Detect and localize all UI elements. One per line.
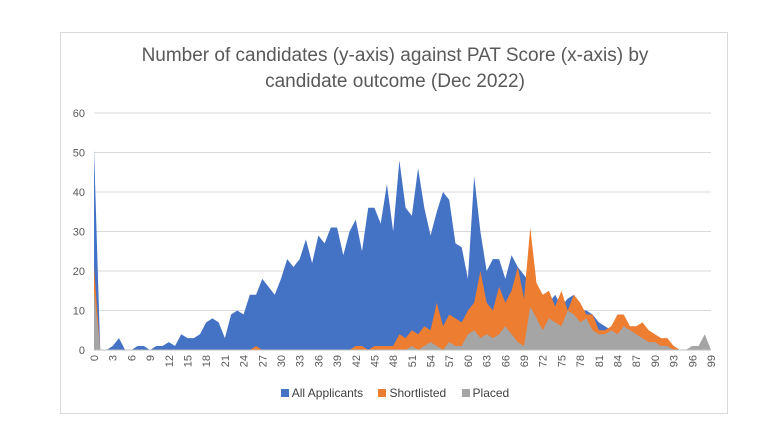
legend-label-shortlisted: Shortlisted [389, 386, 447, 400]
series-area-all-applicants [94, 148, 711, 350]
x-tick-label-69: 69 [519, 355, 531, 367]
x-tick-label-84: 84 [613, 355, 625, 367]
x-tick-label-45: 45 [369, 355, 381, 367]
y-tick-label-20: 20 [73, 266, 85, 278]
legend-swatch-all-applicants [280, 389, 289, 397]
x-tick-label-87: 87 [631, 355, 643, 367]
x-tick-label-3: 3 [108, 355, 120, 361]
legend-item-shortlisted: Shortlisted [378, 386, 446, 400]
x-tick-label-63: 63 [482, 355, 494, 367]
x-tick-label-60: 60 [463, 355, 475, 367]
x-tick-label-57: 57 [444, 355, 456, 367]
x-tick-label-54: 54 [426, 355, 438, 367]
chart-title-line-2: candidate outcome (Dec 2022) [265, 71, 525, 92]
chart-title: Number of candidates (y-axis) against PA… [61, 43, 729, 95]
y-tick-label-30: 30 [73, 227, 85, 239]
x-tick-label-96: 96 [687, 355, 699, 367]
x-tick-label-75: 75 [556, 355, 568, 367]
x-tick-label-36: 36 [313, 355, 325, 367]
y-tick-label-40: 40 [73, 187, 85, 199]
x-tick-label-18: 18 [201, 355, 213, 367]
series-area-placed [94, 290, 711, 350]
legend-item-all-applicants: All Applicants [280, 386, 364, 400]
x-tick-label-78: 78 [575, 355, 587, 367]
y-tick-label-60: 60 [73, 108, 85, 120]
x-tick-label-9: 9 [145, 355, 157, 361]
x-tick-label-90: 90 [650, 355, 662, 367]
chart-title-line-1: Number of candidates (y-axis) against PA… [141, 45, 649, 66]
x-tick-label-24: 24 [239, 355, 251, 367]
x-tick-label-42: 42 [351, 355, 363, 367]
series-area-shortlisted [94, 227, 711, 350]
x-tick-label-39: 39 [332, 355, 344, 367]
x-tick-label-12: 12 [164, 355, 176, 367]
legend-label-placed: Placed [472, 386, 510, 400]
y-tick-label-10: 10 [73, 306, 85, 318]
x-tick-label-6: 6 [126, 355, 138, 361]
y-tick-label-50: 50 [73, 148, 85, 160]
x-tick-label-81: 81 [594, 355, 606, 367]
x-tick-label-27: 27 [257, 355, 269, 367]
x-tick-label-15: 15 [182, 355, 194, 367]
chart-frame: Number of candidates (y-axis) against PA… [60, 32, 728, 414]
x-tick-label-66: 66 [500, 355, 512, 367]
x-tick-label-48: 48 [388, 355, 400, 367]
legend-label-all-applicants: All Applicants [291, 386, 364, 400]
x-tick-label-21: 21 [220, 355, 232, 367]
y-tick-label-0: 0 [79, 345, 85, 357]
x-tick-label-33: 33 [295, 355, 307, 367]
x-tick-label-0: 0 [89, 355, 101, 361]
x-tick-label-99: 99 [706, 355, 718, 367]
x-tick-label-93: 93 [669, 355, 681, 367]
x-tick-label-51: 51 [407, 355, 419, 367]
legend-swatch-shortlisted [378, 389, 387, 397]
legend-item-placed: Placed [461, 386, 510, 400]
x-tick-label-72: 72 [538, 355, 550, 367]
x-tick-label-30: 30 [276, 355, 288, 367]
legend-swatch-placed [461, 389, 470, 397]
chart-legend: All Applicants Shortlisted Placed [61, 386, 729, 400]
